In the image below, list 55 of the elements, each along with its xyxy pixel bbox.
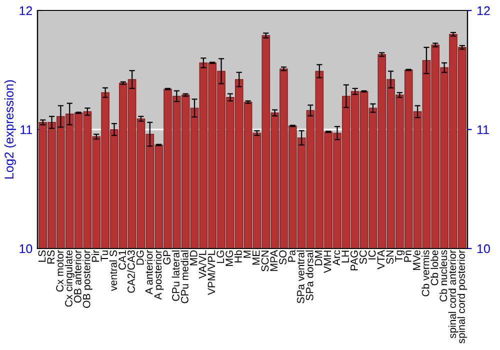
x-tick-label: LG xyxy=(216,250,224,263)
x-tick-label: Pa xyxy=(288,250,296,262)
y-tick-label: 12 xyxy=(20,6,32,16)
x-tick-label: Cx cingulate xyxy=(64,250,74,307)
x-tick-label: VA/VL xyxy=(198,250,206,279)
x-tick-label: GP xyxy=(163,250,171,264)
x-tick-label: Pn xyxy=(404,250,412,262)
x-tick-label: DG xyxy=(136,250,144,265)
x-tick-label: spinal cord posterior xyxy=(457,250,467,344)
x-tick-label: RS xyxy=(47,250,55,264)
x-tick-label: spinal cord anterior xyxy=(448,250,458,338)
x-tick-label: Cx motor xyxy=(56,250,64,292)
y-axis-title: Log2 (expression) xyxy=(4,80,16,178)
x-tick-label: LS xyxy=(38,250,46,262)
x-tick-label: OB anterior xyxy=(74,250,82,303)
x-tick-label: CA2/CA3 xyxy=(127,250,135,293)
x-tick-label: SO xyxy=(279,250,287,264)
x-tick-label: CA1 xyxy=(118,250,126,270)
x-tick-label: Cb lobe xyxy=(430,250,438,286)
x-tick-label: CPu lateral xyxy=(172,250,180,301)
x-tick-label: MVe xyxy=(413,250,420,270)
x-tick-label: VTA xyxy=(377,250,385,270)
x-tick-label: VMH xyxy=(324,250,332,273)
y2-tick-label: 10 xyxy=(477,244,490,254)
x-tick-label: Tu xyxy=(100,250,108,262)
x-tick-label: VPM/VPL xyxy=(208,250,216,295)
x-tick-label: Pir xyxy=(92,250,100,262)
x-tick-label: MG xyxy=(226,250,233,266)
x-tick-label: Tg xyxy=(395,250,405,262)
x-tick-label: Hb xyxy=(234,250,242,262)
x-tick-label: Cb vermis xyxy=(422,250,430,296)
x-tick-label: MPA xyxy=(270,250,278,271)
y-tick-label: 11 xyxy=(20,125,32,134)
x-tick-label: SPa dorsal xyxy=(306,250,314,300)
x-tick-label: Arc xyxy=(332,250,340,266)
x-tick-label: PAG xyxy=(350,250,358,270)
x-tick-label: M xyxy=(244,250,251,258)
y-tick-label: 10 xyxy=(20,244,32,254)
x-tick-label: A anterior xyxy=(145,250,153,294)
x-tick-label: IC xyxy=(368,250,376,260)
x-tick-label: DM xyxy=(314,250,322,266)
x-tick-label: Cb nucleus xyxy=(439,250,448,302)
y2-tick-label: 11 xyxy=(477,125,489,134)
x-tick-label: OB posterior xyxy=(82,250,92,308)
x-tick-label: SC xyxy=(359,250,367,264)
x-tick-label: ME xyxy=(252,250,260,265)
x-tick-label: A posterior xyxy=(154,250,164,300)
x-tick-label: CPu medial xyxy=(180,250,188,304)
y2-tick-label: 12 xyxy=(477,6,490,16)
x-tick-label: LH xyxy=(342,250,349,262)
x-tick-label: ventral S xyxy=(109,250,118,291)
x-tick-label: SN xyxy=(386,250,394,264)
x-tick-label: SCN xyxy=(261,250,269,272)
x-tick-label: MD xyxy=(190,250,198,266)
x-tick-label: SPa ventral xyxy=(296,250,304,304)
